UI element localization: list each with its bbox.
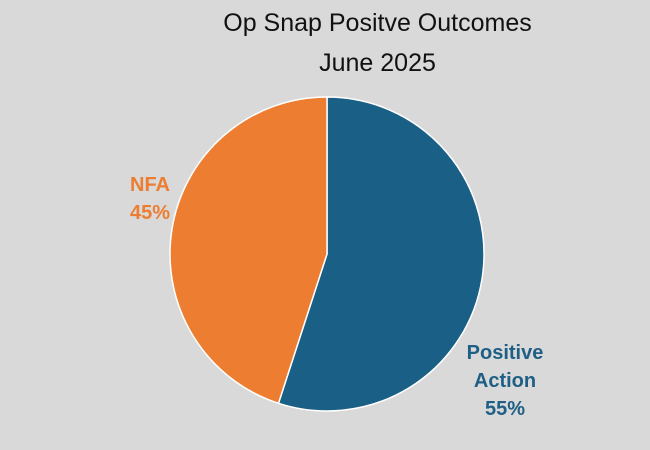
chart-subtitle: June 2025 — [319, 49, 436, 77]
nfa-slice — [169, 96, 328, 405]
chart-title: Op Snap Positve Outcomes — [223, 9, 532, 37]
nfa-slice-label: NFA 45% — [100, 171, 200, 227]
positive-action-slice-label: Positive Action 55% — [440, 339, 570, 423]
positive-action-slice — [277, 96, 485, 412]
positive-action-label-name-2: Action — [473, 370, 537, 392]
positive-action-label-value: 55% — [484, 398, 526, 420]
nfa-label-value: 45% — [129, 202, 171, 224]
nfa-label-name: NFA — [130, 174, 170, 196]
positive-action-label-name-1: Positive — [466, 342, 544, 364]
